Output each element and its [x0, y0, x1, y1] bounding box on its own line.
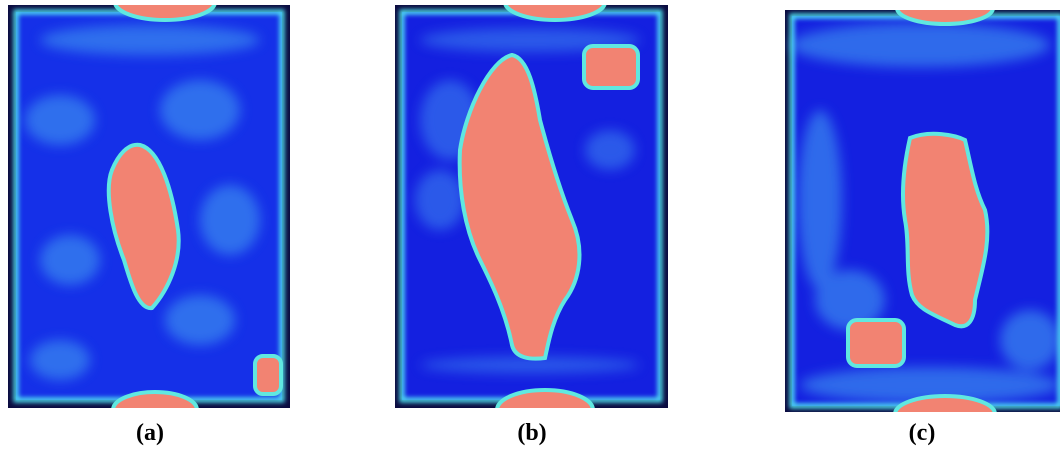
panel-label: (c)	[909, 420, 936, 446]
blobs	[457, 5, 640, 408]
blobs	[106, 5, 283, 408]
panel-b	[395, 5, 668, 408]
noise	[25, 25, 260, 380]
panel-c	[785, 10, 1060, 412]
noise	[415, 28, 640, 373]
panel-label: (b)	[517, 420, 546, 446]
panel-label: (a)	[136, 420, 164, 446]
panel-a	[8, 5, 290, 408]
blobs	[846, 10, 997, 412]
noise	[790, 23, 1060, 403]
